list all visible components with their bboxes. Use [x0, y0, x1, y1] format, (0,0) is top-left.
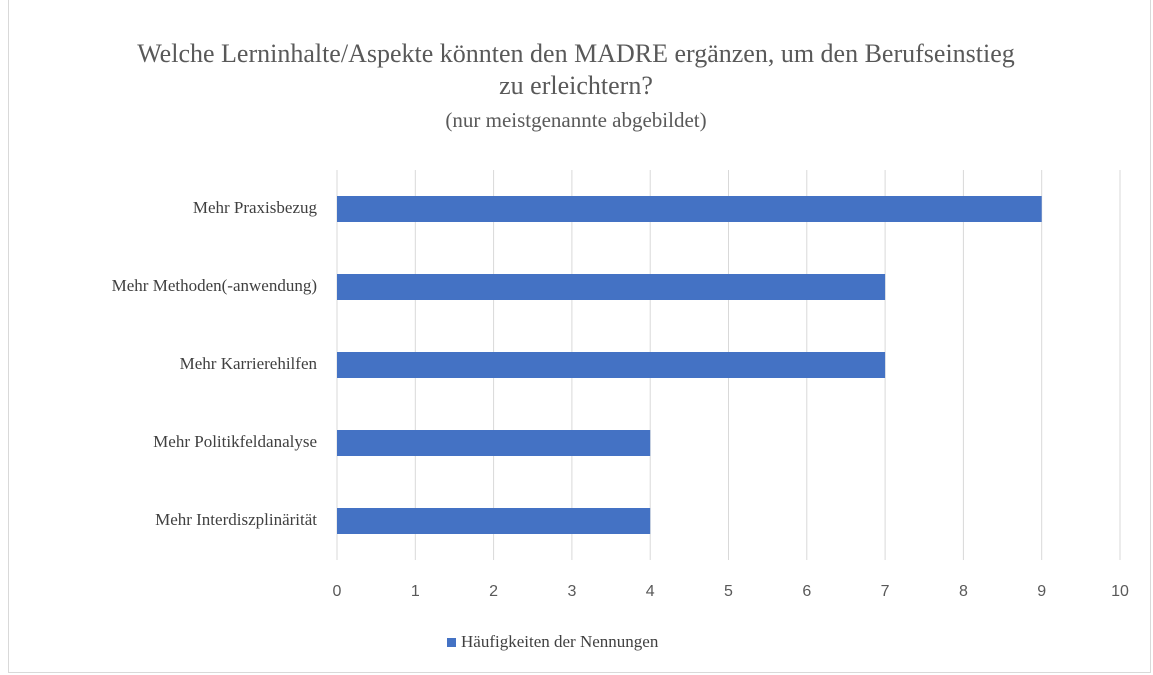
x-tick-label: 10 — [1111, 583, 1129, 600]
bar — [337, 508, 651, 534]
bar — [337, 274, 886, 300]
x-tick-label: 4 — [646, 583, 655, 600]
y-tick-label: Mehr Praxisbezug — [193, 198, 318, 217]
y-tick-label: Mehr Politikfeldanalyse — [153, 432, 317, 451]
legend-label: Häufigkeiten der Nennungen — [461, 632, 659, 651]
y-tick-label: Mehr Methoden(-anwendung) — [112, 276, 317, 295]
bar — [337, 352, 886, 378]
x-tick-label: 7 — [881, 583, 890, 600]
x-tick-label: 0 — [333, 583, 342, 600]
x-tick-label: 3 — [567, 583, 576, 600]
chart-subtitle: (nur meistgenannte abgebildet) — [445, 108, 707, 132]
x-tick-label: 5 — [724, 583, 733, 600]
x-tick-label: 2 — [489, 583, 498, 600]
legend-swatch — [447, 638, 456, 647]
y-tick-label: Mehr Karrierehilfen — [180, 354, 318, 373]
chart-border — [8, 0, 1151, 673]
chart-title: Welche Lerninhalte/Aspekte könnten den M… — [137, 39, 1015, 100]
bar — [337, 430, 651, 456]
x-tick-label: 9 — [1037, 583, 1046, 600]
x-tick-label: 8 — [959, 583, 968, 600]
x-tick-label: 6 — [802, 583, 811, 600]
bar — [337, 196, 1042, 222]
x-tick-label: 1 — [411, 583, 420, 600]
y-tick-label: Mehr Interdiszplinärität — [155, 510, 317, 529]
